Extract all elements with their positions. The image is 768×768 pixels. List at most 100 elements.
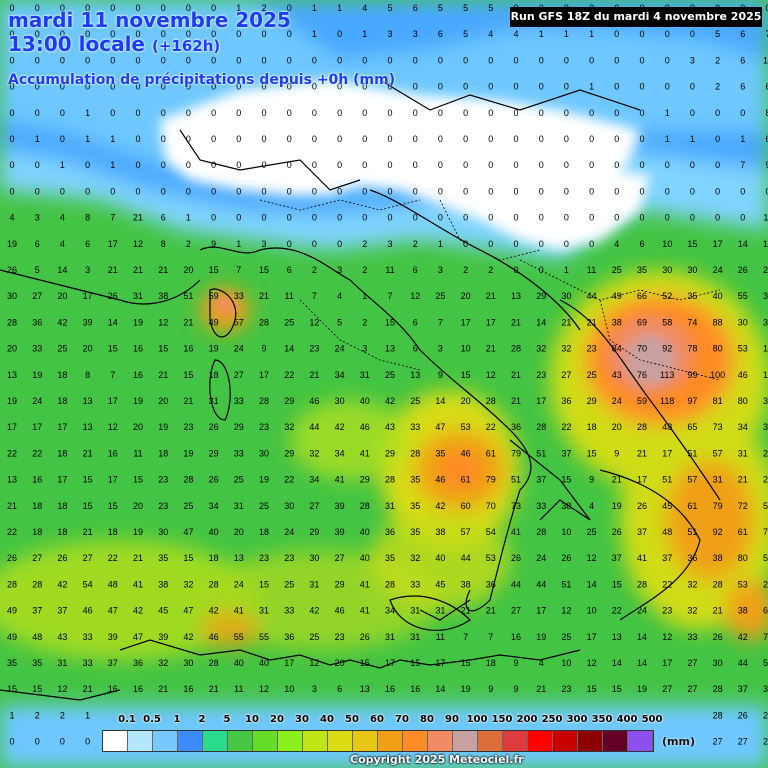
grid-value: 24: [536, 553, 546, 563]
grid-value: 16: [385, 684, 395, 694]
grid-value: 33: [83, 632, 93, 642]
grid-value: 0: [9, 186, 14, 196]
grid-value: 0: [564, 55, 569, 65]
grid-value: 55: [763, 658, 768, 668]
grid-value: 16: [32, 475, 42, 485]
grid-value: 30: [738, 317, 748, 327]
grid-value: 12: [158, 317, 168, 327]
grid-value: 36: [561, 396, 571, 406]
grid-value: 6: [35, 239, 40, 249]
grid-value: 22: [284, 475, 294, 485]
grid-value: 3: [387, 29, 392, 39]
grid-value: 14: [612, 658, 622, 668]
grid-value: 38: [612, 317, 622, 327]
grid-value: 27: [309, 501, 319, 511]
forecast-time: 13:00 locale (+162h): [8, 32, 220, 56]
grid-value: 38: [158, 291, 168, 301]
grid-value: 0: [161, 186, 166, 196]
grid-value: 15: [133, 475, 143, 485]
grid-value: 20: [461, 291, 471, 301]
grid-value: 15: [209, 265, 219, 275]
grid-value: 19: [7, 239, 17, 249]
grid-value: 43: [385, 422, 395, 432]
legend-swatch: [328, 731, 353, 751]
grid-value: 13: [511, 291, 521, 301]
grid-value: 62: [763, 606, 768, 616]
grid-value: 33: [410, 579, 420, 589]
grid-value: 26: [57, 553, 67, 563]
grid-value: 46: [360, 422, 370, 432]
grid-value: 0: [665, 29, 670, 39]
grid-value: 33: [687, 632, 697, 642]
grid-value: 0: [690, 213, 695, 223]
grid-value: 0: [161, 82, 166, 92]
grid-value: 17: [284, 658, 294, 668]
grid-value: 9: [261, 344, 266, 354]
grid-value: 22: [7, 448, 17, 458]
grid-value: 30: [763, 422, 768, 432]
grid-value: 15: [687, 239, 697, 249]
grid-value: 6: [413, 317, 418, 327]
grid-value: 46: [461, 448, 471, 458]
grid-value: 51: [183, 291, 193, 301]
grid-value: 46: [435, 475, 445, 485]
grid-value: 73: [511, 501, 521, 511]
legend-swatch: [353, 731, 378, 751]
grid-value: 3: [261, 239, 266, 249]
grid-value: 23: [158, 475, 168, 485]
grid-value: 12: [57, 684, 67, 694]
grid-value: 13: [360, 684, 370, 694]
grid-value: 9: [438, 370, 443, 380]
grid-value: 0: [765, 3, 768, 13]
grid-value: 14: [637, 658, 647, 668]
grid-value: 0: [387, 82, 392, 92]
grid-value: 4: [614, 239, 619, 249]
grid-value: 0: [665, 160, 670, 170]
grid-value: 20: [461, 396, 471, 406]
grid-value: 0: [337, 213, 342, 223]
grid-value: 2: [413, 239, 418, 249]
grid-value: 0: [161, 134, 166, 144]
grid-value: 26: [209, 475, 219, 485]
grid-value: 14: [536, 317, 546, 327]
grid-value: 36: [511, 422, 521, 432]
grid-value: 79: [713, 501, 723, 511]
grid-value: 6: [161, 213, 166, 223]
grid-value: 17: [385, 658, 395, 668]
grid-value: 1: [85, 108, 90, 118]
grid-value: 14: [57, 265, 67, 275]
grid-value: 23: [662, 606, 672, 616]
grid-value: 0: [639, 108, 644, 118]
grid-value: 19: [133, 527, 143, 537]
grid-value: 19: [133, 396, 143, 406]
grid-value: 20: [234, 527, 244, 537]
grid-value: 1: [665, 108, 670, 118]
grid-value: 0: [488, 82, 493, 92]
grid-value: 21: [133, 213, 143, 223]
grid-value: 0: [665, 55, 670, 65]
grid-value: 4: [362, 3, 367, 13]
grid-value: 30: [259, 448, 269, 458]
legend-swatch: [478, 731, 503, 751]
grid-value: 31: [57, 658, 67, 668]
grid-value: 33: [284, 606, 294, 616]
grid-value: 24: [637, 606, 647, 616]
grid-value: 12: [259, 684, 269, 694]
grid-value: 0: [110, 29, 115, 39]
grid-value: 18: [486, 658, 496, 668]
grid-value: 57: [763, 553, 768, 563]
grid-value: 35: [410, 527, 420, 537]
grid-value: 18: [587, 422, 597, 432]
grid-value: 0: [236, 134, 241, 144]
grid-value: 0: [337, 239, 342, 249]
grid-value: 23: [284, 553, 294, 563]
grid-value: 0: [614, 108, 619, 118]
grid-value: 0: [513, 160, 518, 170]
grid-value: 0: [35, 737, 40, 747]
grid-value: 15: [183, 553, 193, 563]
grid-value: 14: [587, 579, 597, 589]
grid-value: 9: [211, 239, 216, 249]
grid-value: 10: [763, 55, 768, 65]
grid-value: 0: [9, 3, 14, 13]
